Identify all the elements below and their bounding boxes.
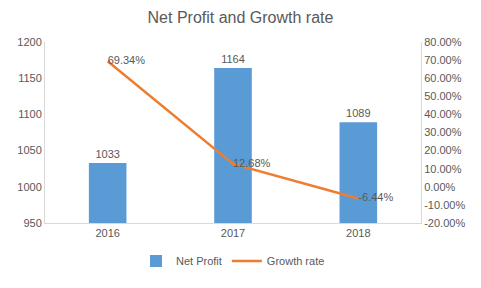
svg-text:1000: 1000 xyxy=(17,181,41,193)
svg-text:12.68%: 12.68% xyxy=(233,157,271,169)
svg-text:2017: 2017 xyxy=(221,227,245,239)
svg-text:-10.00%: -10.00% xyxy=(424,199,465,211)
svg-text:1164: 1164 xyxy=(221,53,245,65)
svg-text:80.00%: 80.00% xyxy=(424,36,462,48)
svg-text:0.00%: 0.00% xyxy=(424,181,455,193)
svg-text:20.00%: 20.00% xyxy=(424,144,462,156)
svg-text:30.00%: 30.00% xyxy=(424,126,462,138)
svg-text:1200: 1200 xyxy=(17,36,41,48)
svg-text:Growth rate: Growth rate xyxy=(267,255,324,267)
svg-text:Net Profit: Net Profit xyxy=(176,255,222,267)
svg-text:1150: 1150 xyxy=(18,72,42,84)
svg-text:1050: 1050 xyxy=(17,144,41,156)
svg-text:70.00%: 70.00% xyxy=(424,54,462,66)
svg-text:950: 950 xyxy=(23,217,41,229)
svg-text:40.00%: 40.00% xyxy=(424,108,462,120)
svg-text:2018: 2018 xyxy=(346,227,370,239)
svg-text:-6.44%: -6.44% xyxy=(358,191,393,203)
svg-text:Net Profit and Growth rate: Net Profit and Growth rate xyxy=(148,9,334,26)
svg-text:10.00%: 10.00% xyxy=(424,163,462,175)
svg-text:1100: 1100 xyxy=(18,108,42,120)
svg-text:-20.00%: -20.00% xyxy=(424,217,465,229)
svg-text:69.34%: 69.34% xyxy=(108,54,146,66)
svg-text:1089: 1089 xyxy=(346,107,370,119)
svg-text:50.00%: 50.00% xyxy=(424,90,462,102)
svg-text:2016: 2016 xyxy=(95,227,119,239)
svg-text:60.00%: 60.00% xyxy=(424,72,462,84)
svg-text:1033: 1033 xyxy=(95,148,119,160)
